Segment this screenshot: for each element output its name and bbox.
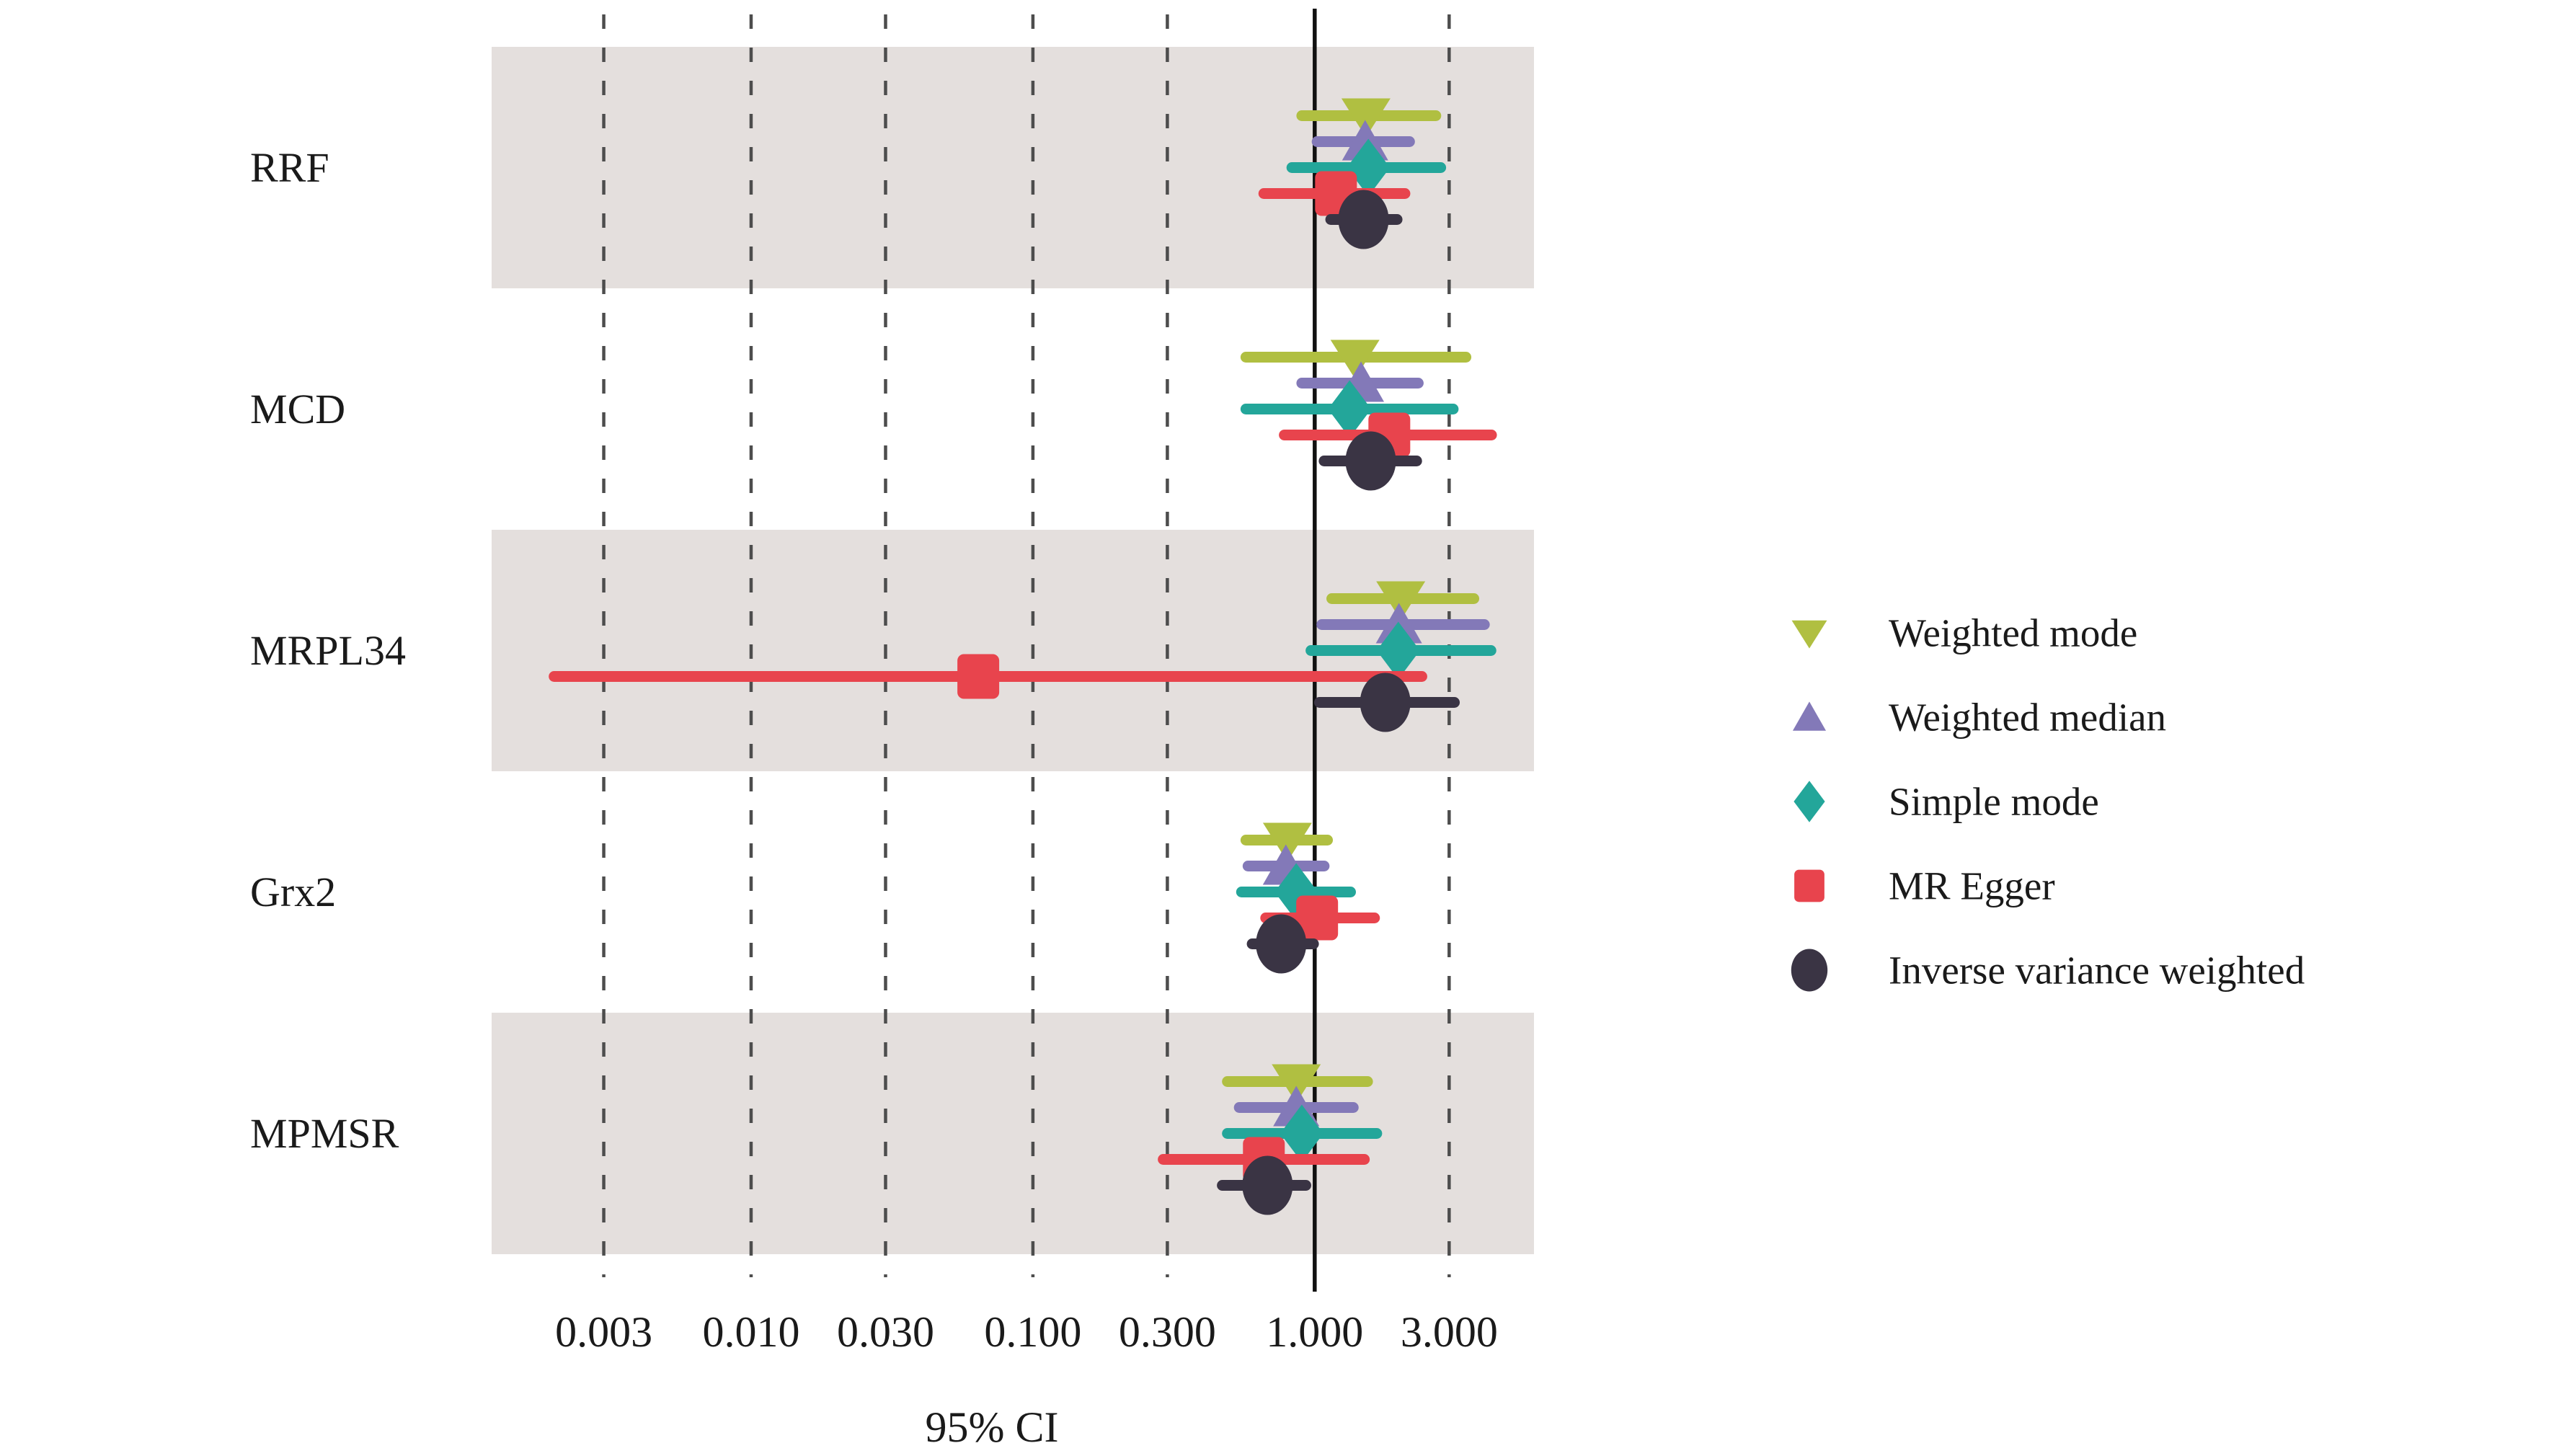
x-tick-label-0.030: 0.030: [837, 1308, 934, 1356]
marker-mcd-inverse-variance-weighted: [1345, 431, 1396, 491]
x-tick-label-0.100: 0.100: [984, 1308, 1081, 1356]
marker-rrf-simple-mode: [1347, 138, 1391, 197]
legend-item-inverse-variance-weighted: Inverse variance weighted: [1791, 949, 2305, 993]
legend-layer: Weighted mode Weighted median Simple mode M…: [1791, 611, 2305, 993]
legend-label-simple-mode: Simple mode: [1889, 780, 2099, 824]
marker-mrpl34-inverse-variance-weighted: [1360, 672, 1411, 732]
legend-marker-weighted-median: [1792, 701, 1827, 731]
x-tick-label-0.010: 0.010: [702, 1308, 799, 1356]
legend-item-simple-mode: Simple mode: [1793, 780, 2099, 824]
marker-mrpl34-simple-mode: [1376, 621, 1420, 680]
legend-label-inverse-variance-weighted: Inverse variance weighted: [1889, 949, 2305, 993]
marker-grx2-weighted-mode: [1262, 822, 1312, 862]
gene-label-mpmsr: MPMSR: [250, 1110, 399, 1157]
x-axis-layer: 0.003 0.010 0.030 0.100 0.300 1.000 3.000: [555, 1308, 1498, 1356]
gene-label-mcd: MCD: [250, 386, 345, 432]
x-tick-label-3.000: 3.000: [1401, 1308, 1498, 1356]
gene-label-rrf: RRF: [250, 144, 329, 191]
marker-mrpl34-weighted-mode: [1376, 581, 1426, 621]
marker-rrf-inverse-variance-weighted: [1338, 190, 1389, 249]
legend-marker-simple-mode: [1793, 781, 1825, 822]
legend-item-mr-egger: MR Egger: [1794, 864, 2055, 908]
marker-grx2-inverse-variance-weighted: [1256, 914, 1307, 974]
legend-label-weighted-median: Weighted median: [1889, 696, 2166, 740]
marker-mpmsr-simple-mode: [1280, 1104, 1323, 1163]
gene-label-grx2: Grx2: [250, 869, 336, 915]
legend-label-mr-egger: MR Egger: [1889, 864, 2055, 908]
marker-mcd-simple-mode: [1328, 380, 1372, 438]
gene-label-mrpl34: MRPL34: [250, 627, 406, 674]
x-tick-label-0.300: 0.300: [1119, 1308, 1216, 1356]
legend-marker-mr-egger: [1794, 869, 1824, 902]
marker-mrpl34-mr-egger: [957, 654, 1000, 699]
gene-labels-layer: RRF MCD MRPL34 Grx2 MPMSR: [250, 144, 406, 1157]
legend-item-weighted-mode: Weighted mode: [1791, 611, 2137, 655]
x-axis-title: 95% CI: [926, 1403, 1059, 1451]
marker-mcd-weighted-mode: [1330, 339, 1380, 379]
x-tick-label-0.003: 0.003: [555, 1308, 652, 1356]
legend-item-weighted-median: Weighted median: [1792, 696, 2166, 740]
legend-label-weighted-mode: Weighted mode: [1889, 611, 2137, 655]
legend-marker-weighted-mode: [1791, 620, 1827, 649]
marker-mpmsr-weighted-mode: [1272, 1064, 1321, 1104]
marker-mpmsr-inverse-variance-weighted: [1242, 1155, 1293, 1215]
x-tick-label-1.000: 1.000: [1266, 1308, 1363, 1356]
marker-grx2-mr-egger: [1296, 895, 1339, 941]
legend-marker-inverse-variance-weighted: [1791, 949, 1828, 992]
data-layer: [549, 98, 1497, 1215]
marker-rrf-weighted-mode: [1341, 98, 1391, 138]
